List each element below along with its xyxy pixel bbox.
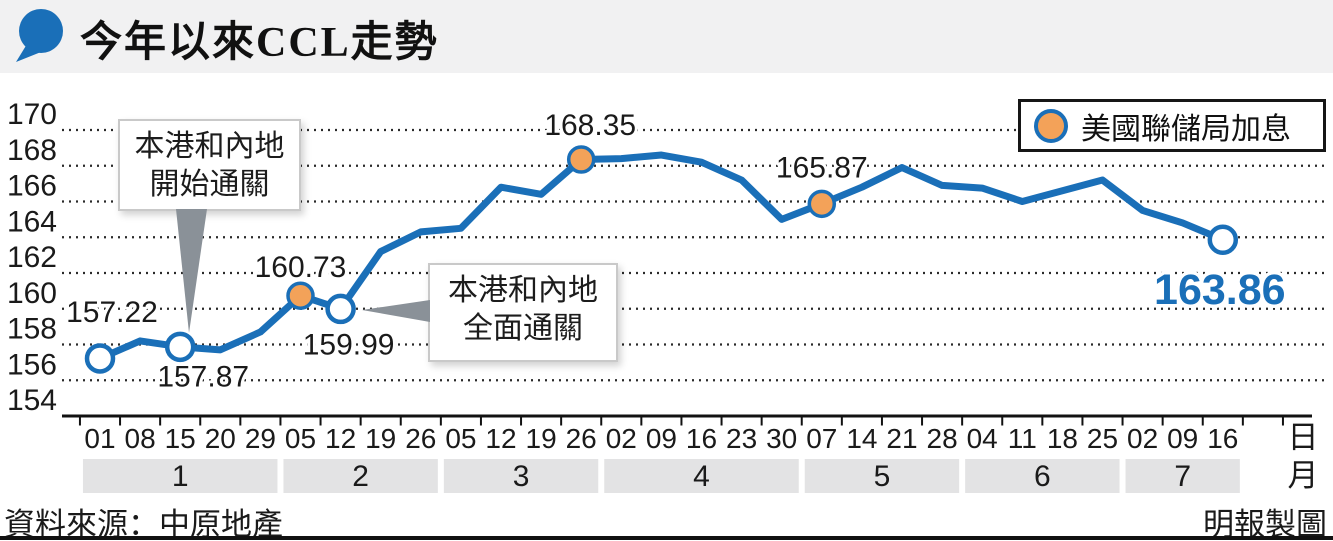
x-axis-day-label: 04 <box>967 423 998 454</box>
y-axis-tick-label: 168 <box>7 134 57 167</box>
x-axis-day-label: 02 <box>606 423 637 454</box>
x-axis-day-label: 19 <box>365 423 396 454</box>
month-label: 7 <box>1174 460 1191 493</box>
month-unit-label: 月 <box>1288 458 1319 493</box>
x-axis-day-label: 18 <box>1047 423 1078 454</box>
month-label: 2 <box>352 460 369 493</box>
x-axis-day-label: 09 <box>646 423 677 454</box>
month-label: 5 <box>874 460 891 493</box>
annotation-text-line: 全面通關 <box>430 310 616 348</box>
x-axis-day-label: 16 <box>686 423 717 454</box>
speech-bubble-icon <box>14 7 66 65</box>
y-axis-tick-label: 164 <box>7 205 57 238</box>
x-axis-day-label: 20 <box>205 423 236 454</box>
day-unit-label: 日 <box>1288 420 1319 455</box>
x-axis-day-label: 26 <box>566 423 597 454</box>
x-axis-day-label: 29 <box>245 423 276 454</box>
y-axis-tick-label: 158 <box>7 313 57 346</box>
x-axis-day-label: 11 <box>1008 423 1037 454</box>
x-axis-day-label: 09 <box>1167 423 1198 454</box>
y-axis-tick-label: 162 <box>7 241 57 274</box>
x-axis-day-label: 05 <box>285 423 316 454</box>
bottom-rule <box>0 536 1333 540</box>
x-axis-day-label: 16 <box>1207 423 1238 454</box>
month-label: 4 <box>693 460 710 493</box>
x-axis-day-label: 01 <box>84 423 115 454</box>
month-label: 1 <box>172 460 189 493</box>
month-label: 6 <box>1034 460 1051 493</box>
x-axis-day-label: 19 <box>526 423 557 454</box>
page-title: 今年以來CCL走勢 <box>80 8 439 69</box>
annotation-full-reopening: 本港和內地 全面通關 <box>428 263 618 362</box>
month-label: 3 <box>513 460 530 493</box>
x-axis-day-label: 05 <box>445 423 476 454</box>
legend: 美國聯儲局加息 <box>1018 99 1326 152</box>
x-axis-day-label: 08 <box>125 423 156 454</box>
y-axis-tick-label: 160 <box>7 277 57 310</box>
x-axis-day-label: 12 <box>485 423 516 454</box>
y-axis-tick-label: 156 <box>7 348 57 381</box>
x-axis-day-label: 26 <box>405 423 436 454</box>
annotation-reopening-start: 本港和內地 開始通關 <box>118 119 301 211</box>
y-axis-tick-label: 166 <box>7 170 57 203</box>
x-axis-day-label: 02 <box>1127 423 1158 454</box>
x-axis-day-label: 30 <box>766 423 797 454</box>
x-axis-day-label: 28 <box>927 423 958 454</box>
x-axis-day-label: 23 <box>726 423 757 454</box>
x-axis-day-label: 07 <box>806 423 837 454</box>
x-axis-day-label: 14 <box>846 423 877 454</box>
annotation-text-line: 本港和內地 <box>120 128 299 166</box>
graphic-credit: 明報製圖 <box>1203 499 1327 541</box>
title-bar: 今年以來CCL走勢 <box>0 0 1333 73</box>
y-axis-tick-label: 154 <box>7 384 57 417</box>
x-axis-day-label: 12 <box>325 423 356 454</box>
data-source: 資料來源：中原地產 <box>4 499 283 541</box>
ccl-trend-infographic: 今年以來CCL走勢 170168166164162160158156154010… <box>0 0 1333 541</box>
chart-axes-layer: 1701681661641621601581561540108152029051… <box>0 0 1333 541</box>
x-axis-day-label: 25 <box>1087 423 1118 454</box>
x-axis-day-label: 15 <box>165 423 196 454</box>
annotation-text-line: 本港和內地 <box>430 272 616 310</box>
legend-label: 美國聯儲局加息 <box>1081 104 1291 148</box>
x-axis-day-label: 21 <box>886 423 917 454</box>
y-axis-tick-label: 170 <box>7 98 57 131</box>
fed-rate-hike-marker-icon <box>1034 109 1068 143</box>
annotation-text-line: 開始通關 <box>120 166 299 204</box>
